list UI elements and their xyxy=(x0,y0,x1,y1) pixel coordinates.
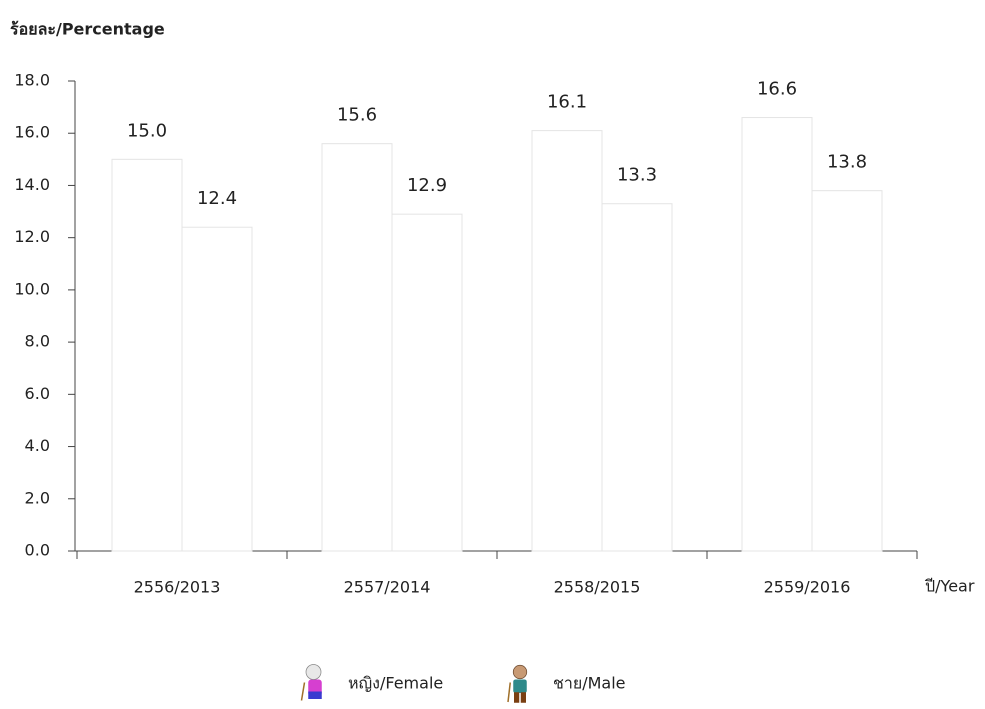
x-tick-label: 2556/2013 xyxy=(134,578,221,597)
x-axis-title: ปี/Year xyxy=(925,577,975,596)
y-tick-label: 14.0 xyxy=(14,175,50,194)
bar xyxy=(391,213,463,552)
bar xyxy=(321,143,393,552)
y-tick-label: 4.0 xyxy=(25,436,50,455)
legend-item: ชาย/Male xyxy=(507,664,626,704)
x-tick-label: 2557/2014 xyxy=(344,578,431,597)
y-axis-title: ร้อยละ/Percentage xyxy=(10,20,165,39)
y-tick-label: 18.0 xyxy=(14,71,50,90)
legend-label: หญิง/Female xyxy=(348,674,443,693)
bar xyxy=(531,130,603,552)
value-label: 16.1 xyxy=(547,92,587,113)
x-tick-label: 2559/2016 xyxy=(764,578,851,597)
y-tick-label: 8.0 xyxy=(25,332,50,351)
y-tick-label: 6.0 xyxy=(25,384,50,403)
bar xyxy=(811,190,883,552)
y-tick-label: 10.0 xyxy=(14,279,50,298)
bar xyxy=(111,158,183,552)
bar xyxy=(601,203,673,552)
legend-icon xyxy=(507,664,528,704)
y-tick-label: 16.0 xyxy=(14,123,50,142)
x-tick-label: 2558/2015 xyxy=(554,578,641,597)
y-tick-label: 0.0 xyxy=(25,541,50,560)
legend-label: ชาย/Male xyxy=(553,674,626,693)
value-label: 13.8 xyxy=(827,152,867,173)
bar xyxy=(181,226,253,552)
value-label: 15.6 xyxy=(337,105,377,126)
value-label: 16.6 xyxy=(757,79,797,100)
legend-icon xyxy=(300,663,323,702)
value-label: 15.0 xyxy=(127,120,167,141)
legend-item: หญิง/Female xyxy=(300,663,443,702)
value-label: 12.9 xyxy=(407,175,447,196)
bar xyxy=(741,117,813,552)
value-label: 12.4 xyxy=(197,188,237,209)
value-label: 13.3 xyxy=(617,165,657,186)
y-tick-label: 2.0 xyxy=(25,488,50,507)
y-tick-label: 12.0 xyxy=(14,227,50,246)
